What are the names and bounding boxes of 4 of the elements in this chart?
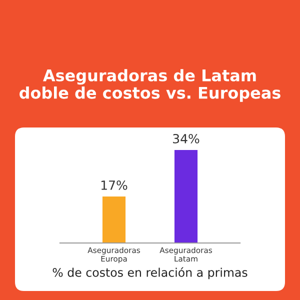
data-label: 17% [101,180,128,190]
data-label: 34% [173,134,200,144]
x-axis-title: % de costos en relación a primas [52,267,248,280]
chart-title: Aseguradoras de Latam doble de costos vs. Europeas [20,69,280,102]
